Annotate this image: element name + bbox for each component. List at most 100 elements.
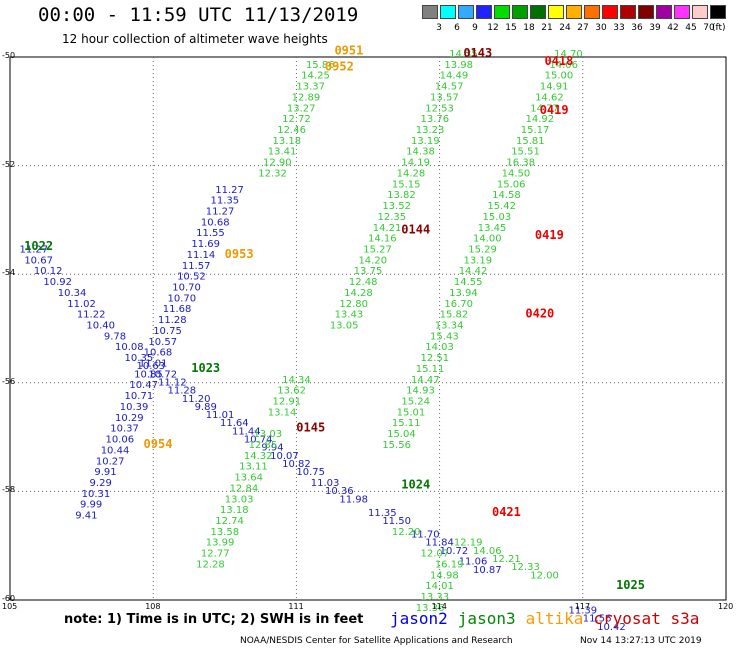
wave-height-label: 13.75 [354,266,383,277]
wave-height-label: 13.62 [277,386,306,397]
track-jason3: 14.7014.0615.0014.9114.6214.7714.9215.17… [382,49,582,581]
legend-swatch [584,5,600,19]
wave-height-label: 14.06 [473,546,502,557]
legend-tick: 15 [505,23,517,33]
wave-height-label: 14.28 [344,288,373,299]
pass-time-label: 1023 [191,361,220,375]
wave-height-label: 13.34 [435,321,464,332]
wave-height-label: 12.51 [421,353,450,364]
wave-height-label: 10.82 [282,459,311,470]
time-labels: 0951 0952 0953 0954 0143 0144 0145 0418 0419 0419… [24,43,645,592]
pass-time-label: 0954 [144,437,173,451]
map-frame [9,56,727,601]
wave-height-label: 12.53 [425,103,454,114]
wave-height-label: 11.84 [425,538,454,549]
wave-height-label: 14.32 [244,451,273,462]
wave-height-label: 12.35 [378,212,407,223]
legend-swatch [494,5,510,19]
pass-time-label: 0420 [525,307,554,321]
wave-height-label: 14.00 [473,234,502,245]
legend-swatch [656,5,672,19]
wave-height-label: 9.78 [104,331,126,342]
wave-height-label: 16.19 [435,559,464,570]
wave-height-label: 12.74 [215,516,244,527]
wave-height-label: 11.01 [206,410,235,421]
wave-height-label: 12.19 [454,538,483,549]
wave-height-label: 10.85 [134,369,163,380]
wave-height-label: 11.98 [339,494,368,505]
track-jason2: 11.2711.3511.2710.6811.5511.6911.1411.57… [75,185,244,522]
wave-height-label: 13.43 [335,310,364,321]
legend-tick: 27 [577,23,589,33]
wave-height-label: 10.87 [473,565,502,576]
wave-height-label: 12.84 [230,483,259,494]
wave-height-label: 15.29 [468,244,497,255]
legend-swatch [548,5,564,19]
wave-height-label: 12.77 [201,549,230,560]
wave-height-label: 10.68 [201,217,230,228]
wave-height-label: 10.07 [270,451,299,462]
wave-height-label: 11.55 [196,228,225,239]
wave-height-label: 13.03 [253,429,282,440]
wave-height-label: 16.38 [506,158,535,169]
wave-height-label: 12.89 [292,92,321,103]
credit-line: NOAA/NESDIS Center for Satellite Applica… [240,636,513,646]
wave-height-label: 14.70 [554,49,583,60]
legend-tick: 6 [454,23,460,33]
wave-height-label: 15.42 [487,201,516,212]
wave-height-label: 10.34 [58,288,87,299]
legend-tick: 45 [685,23,697,33]
legend-tick: 70 [703,23,715,33]
wave-height-label: 14.16 [368,234,397,245]
wave-height-label: 11.28 [158,315,187,326]
satellite-name: altika [525,609,584,628]
satellite-name: jason2 [390,609,448,628]
wave-height-label: 11.12 [158,378,187,389]
satellite-legend: jason2 jason3 altika cryosat s3a [390,609,709,628]
pass-time-label: 0953 [225,247,254,261]
wave-height-label: 13.41 [268,147,297,158]
wave-height-label: 12.28 [196,559,225,570]
wave-height-label: 11.44 [232,426,261,437]
wave-height-label: 13.94 [449,288,478,299]
wave-height-label: 14.57 [435,82,464,93]
legend-tick: 21 [541,23,553,33]
wave-height-label: 14.62 [535,92,564,103]
pass-time-label: 1022 [24,239,53,253]
wave-height-label: 9.29 [90,478,112,489]
wave-height-label: 13.98 [444,60,473,71]
wave-height-label: 10.92 [43,277,72,288]
wave-height-label: 13.14 [268,407,297,418]
wave-height-label: 11.20 [182,394,211,405]
pass-time-label: 0144 [401,222,430,236]
latitude-label: -52 [2,159,16,169]
wave-height-label: 14.38 [406,147,435,158]
legend-swatch [710,5,726,19]
wave-height-label: 12.91 [273,397,302,408]
wave-height-label: 11.70 [411,530,440,541]
pass-time-label: 0143 [463,46,492,60]
legend-unit: (ft) [712,23,726,33]
pass-time-label: 0419 [535,228,564,242]
wave-height-label: 13.33 [421,592,450,603]
longitude-label: 114 [431,602,447,611]
pass-time-label: 0419 [540,103,569,117]
wave-height-label: 13.11 [239,462,268,473]
wave-height-label: 11.69 [191,239,220,250]
generated-timestamp: Nov 14 13:27:13 UTC 2019 [580,636,702,646]
wave-height-label: 14.28 [397,168,426,179]
wave-height-label: 10.63 [136,361,165,372]
wave-height-label: 13.82 [387,190,416,201]
wave-height-label: 13.27 [287,103,316,114]
pass-time-label: 0418 [544,54,573,68]
wave-height-label: 11.22 [77,310,106,321]
legend-swatch [674,5,690,19]
wave-height-label: 15.11 [392,418,421,429]
longitude-label: 111 [288,602,304,611]
satellite-name: cryosat s3a [593,609,700,628]
wave-height-label: 14.58 [492,190,521,201]
pass-time-label: 1025 [616,578,645,592]
longitude-label: 117 [574,602,591,611]
wave-height-label: 10.68 [144,348,173,359]
